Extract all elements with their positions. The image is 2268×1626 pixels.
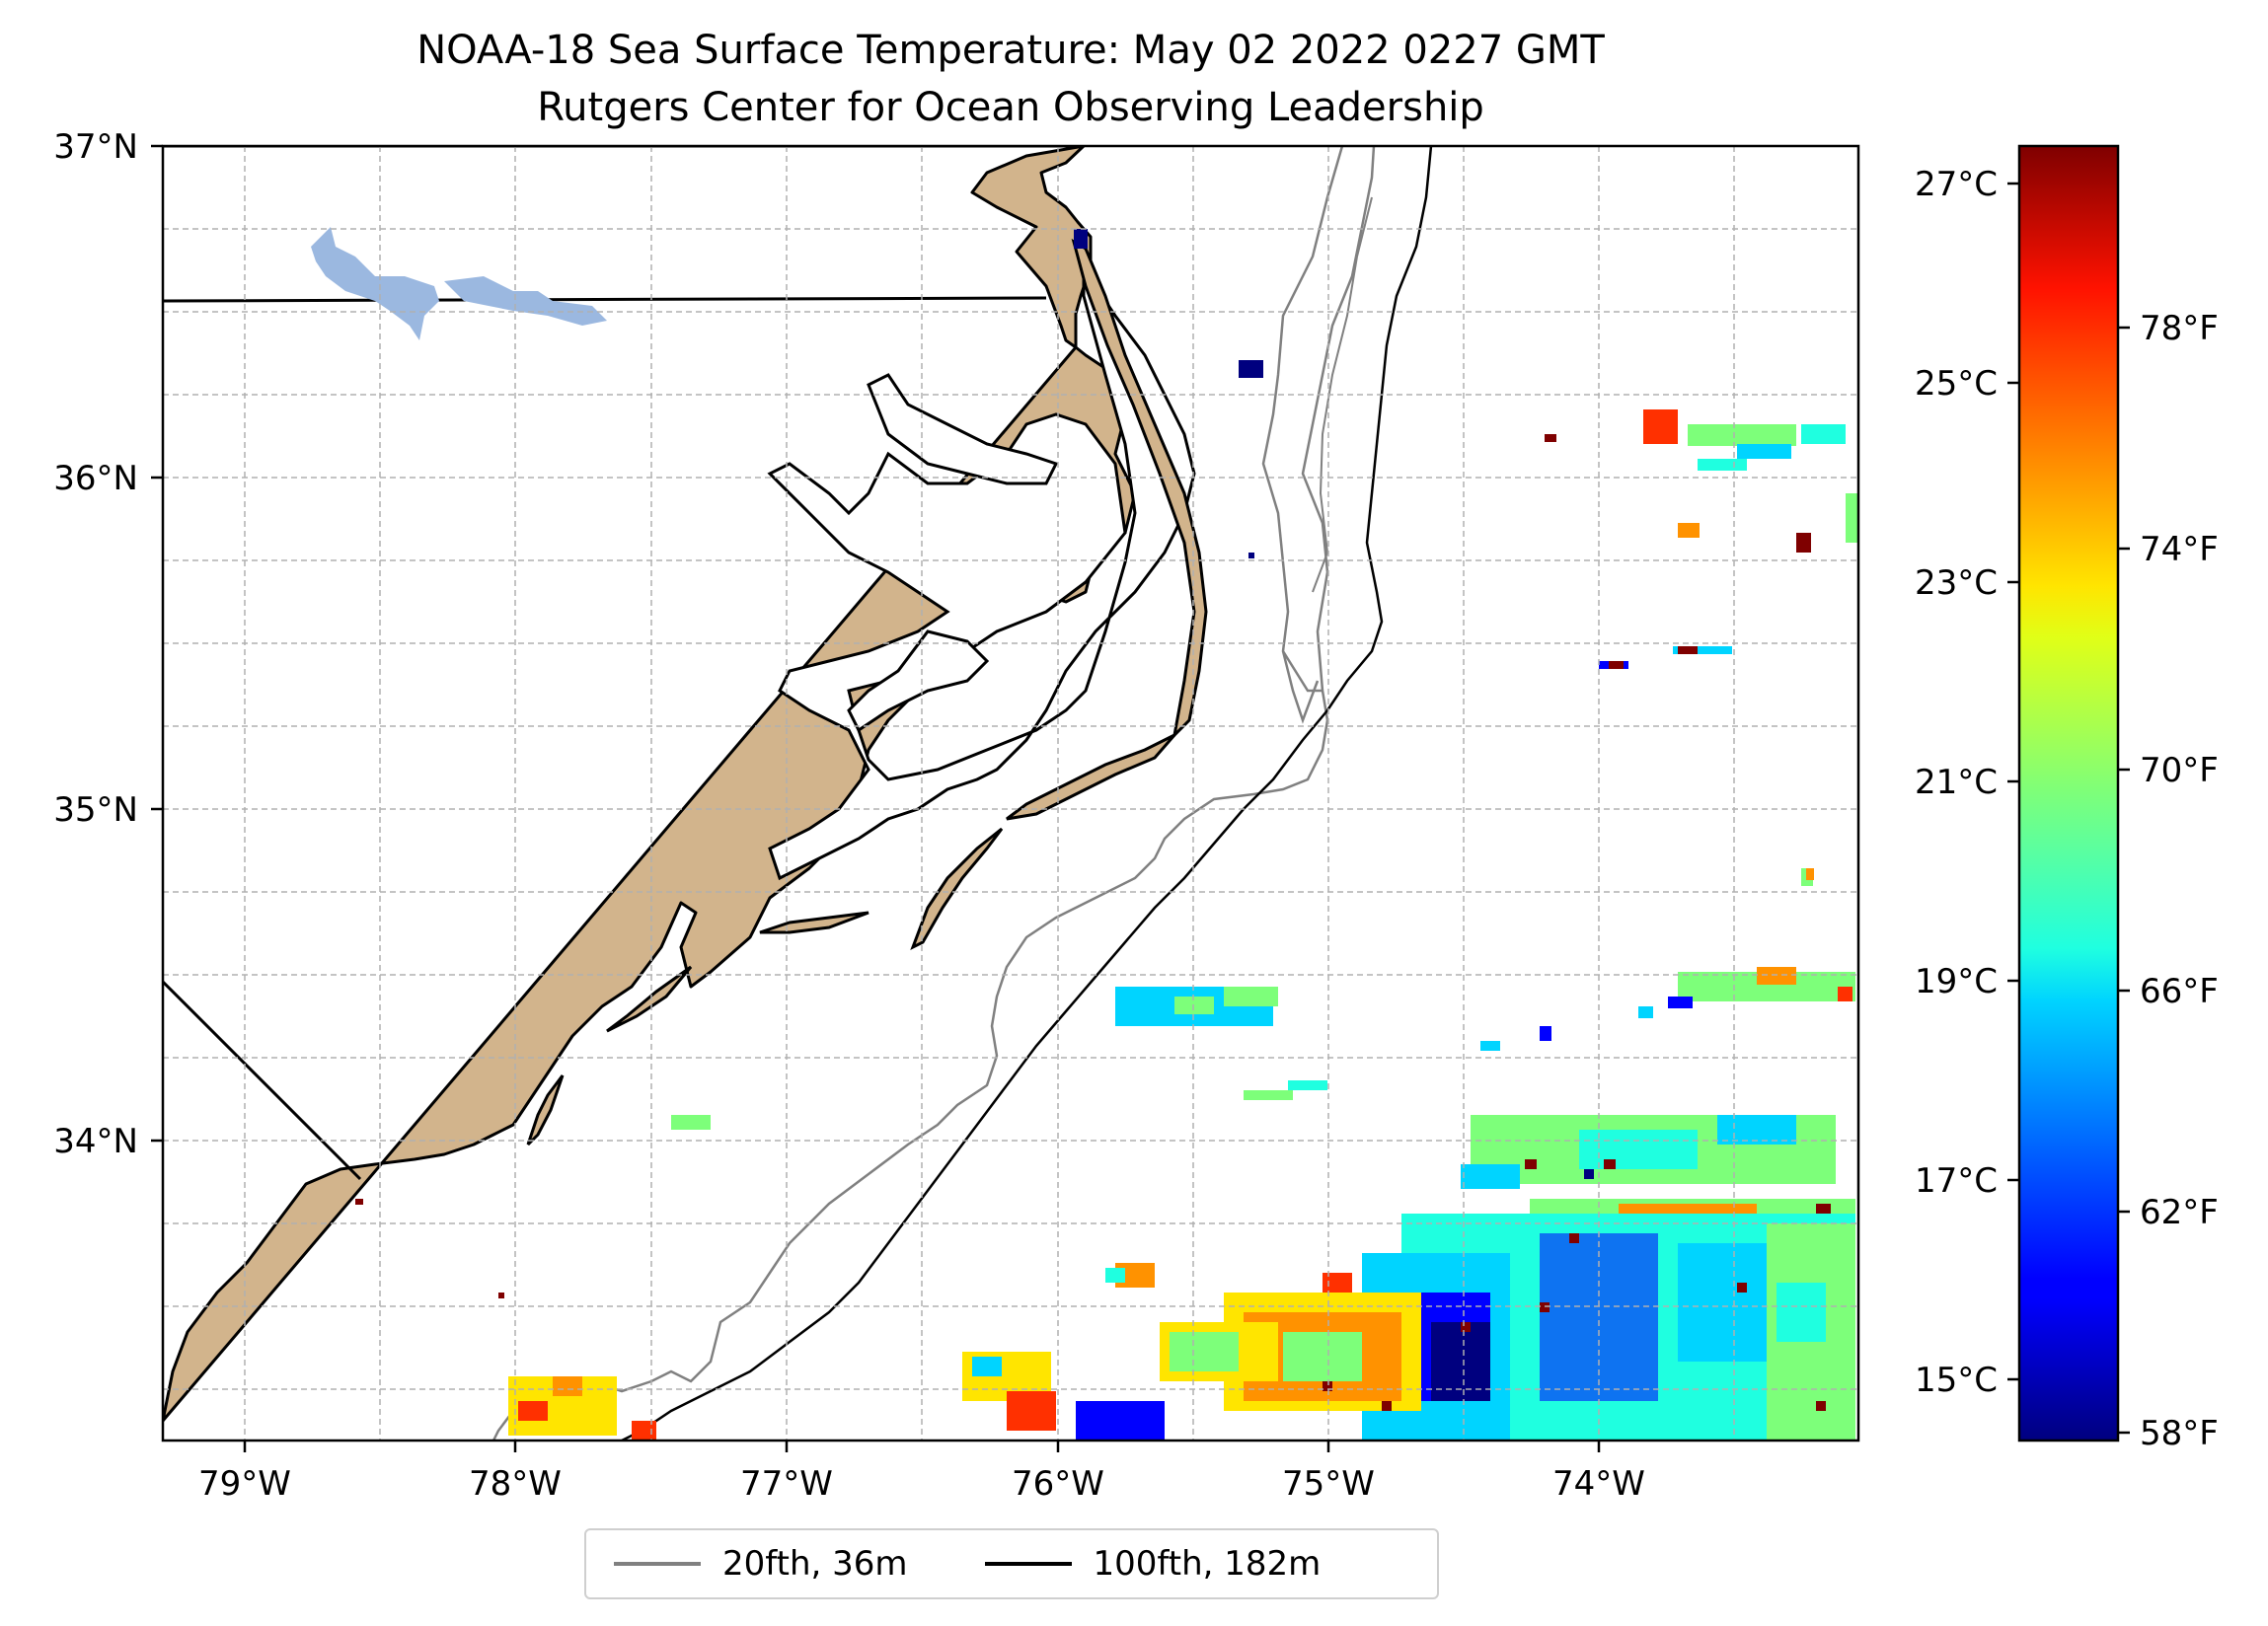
fahrenheit-tick-label: 78°F [2140, 309, 2219, 348]
legend: 20fth, 36m 100fth, 182m [584, 1528, 1439, 1599]
celsius-tick-label: 15°C [1915, 1361, 1998, 1400]
nc-sc-border [163, 980, 362, 1181]
x-axis [243, 1441, 1601, 1452]
contour-20fth [491, 146, 1376, 1441]
title-line-1: NOAA-18 Sea Surface Temperature: May 02 … [416, 28, 1605, 73]
fahrenheit-tick-label: 70°F [2140, 751, 2219, 790]
x-tick-label: 75°W [1282, 1464, 1375, 1504]
fahrenheit-tick-label: 58°F [2140, 1414, 2219, 1453]
y-axis [151, 144, 163, 1143]
nc-va-border [163, 296, 1047, 303]
celsius-tick-label: 19°C [1915, 962, 1998, 1001]
fahrenheit-tick-label: 62°F [2140, 1193, 2219, 1232]
title-line-2: Rutgers Center for Ocean Observing Leade… [537, 85, 1484, 130]
legend-swatch-100fth [984, 1562, 1072, 1566]
outer-banks [1071, 238, 1208, 740]
x-tick-label: 74°W [1552, 1464, 1645, 1504]
legend-item-20fth: 20fth, 36m [586, 1530, 908, 1597]
sst-data [355, 229, 1858, 1441]
y-tick-label: 36°N [53, 459, 138, 498]
fahrenheit-tick-label: 74°F [2140, 530, 2219, 569]
land-area [163, 146, 1137, 1423]
graticule [163, 146, 1858, 1441]
legend-item-100fth: 100fth, 182m [908, 1530, 1322, 1597]
map-area [163, 146, 1858, 1441]
legend-swatch-20fth [614, 1562, 701, 1566]
x-tick-label: 76°W [1012, 1464, 1104, 1504]
pamlico-sound [767, 272, 1196, 881]
y-tick-label: 34°N [53, 1122, 138, 1161]
y-tick-label: 35°N [53, 790, 138, 830]
y-tick-label: 37°N [53, 127, 138, 167]
legend-label: 100fth, 182m [1093, 1544, 1322, 1584]
celsius-tick-label: 23°C [1915, 563, 1998, 603]
fahrenheit-tick-label: 66°F [2140, 972, 2219, 1011]
map-frame [161, 144, 1860, 1442]
colorbar-gradient [2017, 144, 2120, 1442]
x-tick-label: 78°W [469, 1464, 562, 1504]
celsius-tick-label: 27°C [1915, 165, 1998, 204]
celsius-tick-label: 21°C [1915, 763, 1998, 802]
colorbar: 27°C 25°C 23°C 21°C 19°C 17°C 15°C 78°F … [1915, 144, 2219, 1453]
celsius-tick-label: 17°C [1915, 1161, 1998, 1201]
contour-100fth [621, 146, 1433, 1441]
x-tick-label: 77°W [740, 1464, 833, 1504]
x-tick-label: 79°W [198, 1464, 291, 1504]
legend-label: 20fth, 36m [722, 1544, 908, 1584]
celsius-tick-label: 25°C [1915, 364, 1998, 404]
